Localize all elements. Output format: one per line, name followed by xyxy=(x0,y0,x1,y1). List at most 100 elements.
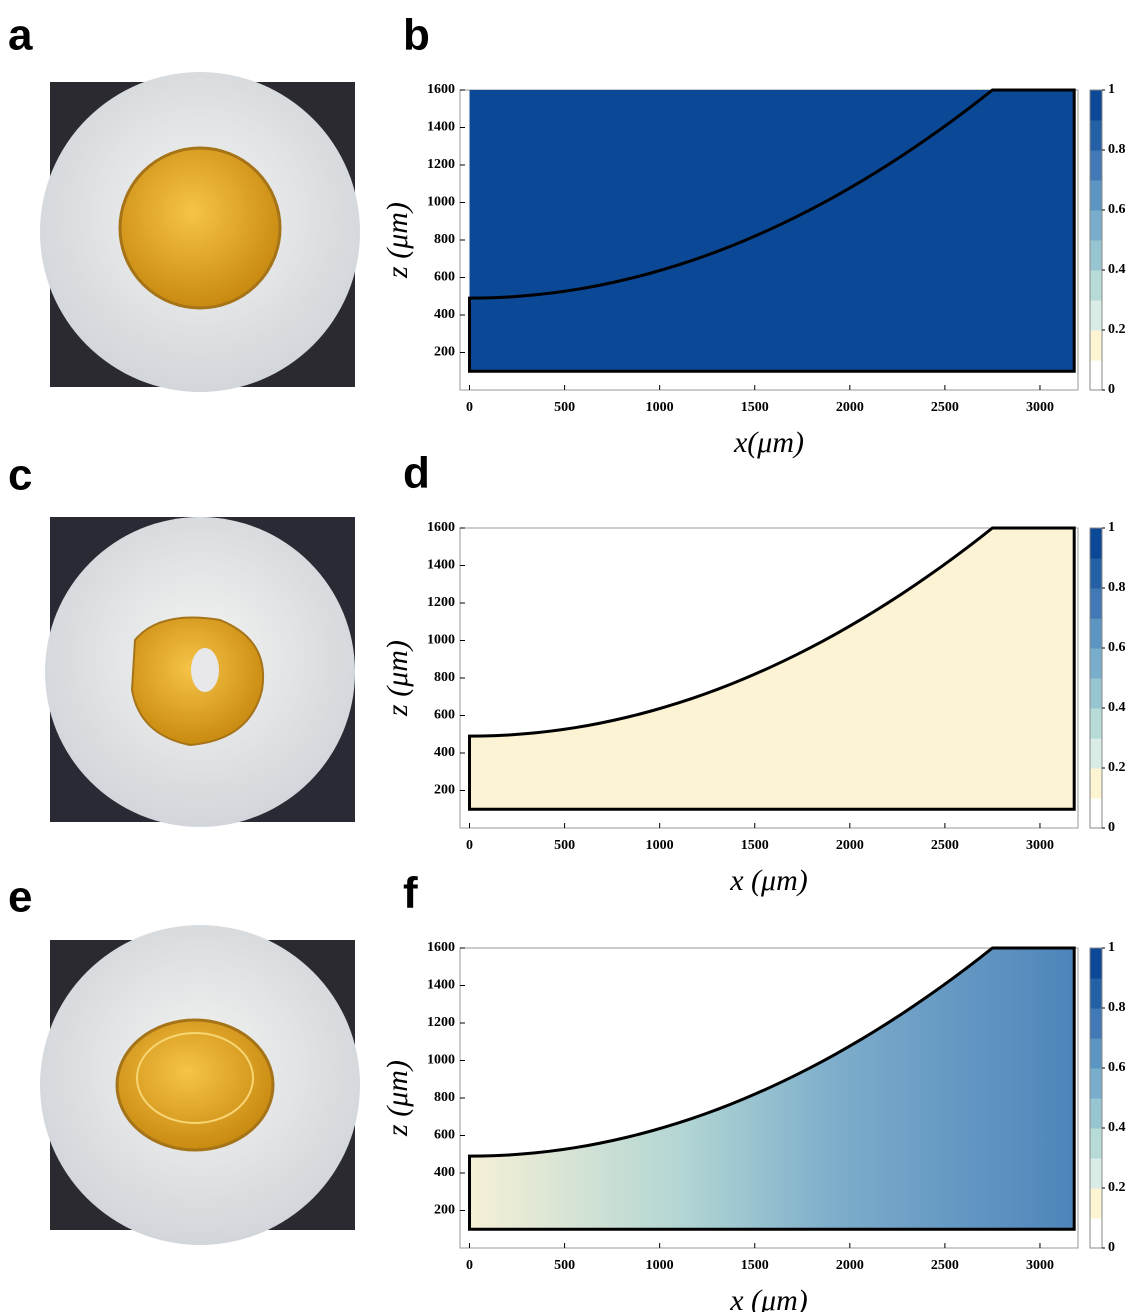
colorbar-tick-label: 0.6 xyxy=(1108,1060,1126,1075)
colorbar-swatch xyxy=(1090,1098,1102,1129)
colorbar-swatch xyxy=(1090,1008,1102,1039)
y-tick-label: 200 xyxy=(434,345,455,360)
photo-e xyxy=(40,925,360,1245)
colorbar-tick-label: 1 xyxy=(1108,520,1115,535)
colorbar-swatch xyxy=(1090,708,1102,739)
colorbar-swatch xyxy=(1090,558,1102,589)
y-tick-label: 200 xyxy=(434,1203,455,1218)
y-tick-label: 400 xyxy=(434,745,455,760)
x-tick-label: 500 xyxy=(554,1258,575,1273)
colorbar-tick-label: 0.4 xyxy=(1108,1120,1126,1135)
y-tick-label: 1200 xyxy=(427,595,455,610)
panel-letter: a xyxy=(8,11,33,60)
y-tick-label: 400 xyxy=(434,1165,455,1180)
colorbar-tick-label: 1 xyxy=(1108,82,1115,97)
colorbar-swatch xyxy=(1090,768,1102,799)
colorbar-swatch xyxy=(1090,798,1102,829)
y-tick-label: 1600 xyxy=(427,940,455,955)
y-tick-label: 1000 xyxy=(427,195,455,210)
y-axis-label: z (μm) xyxy=(381,640,414,717)
colorbar-swatch xyxy=(1090,678,1102,709)
colorbar-swatch xyxy=(1090,978,1102,1009)
figure: a c e b050010001500200025003000200400600… xyxy=(0,0,1129,1312)
colorbar-swatch xyxy=(1090,180,1102,211)
colorbar-tick-label: 0.8 xyxy=(1108,1000,1126,1015)
colorbar-tick-label: 0.6 xyxy=(1108,640,1126,655)
x-tick-label: 2500 xyxy=(931,838,959,853)
colorbar-swatch xyxy=(1090,1038,1102,1069)
colorbar-tick-label: 0.8 xyxy=(1108,580,1126,595)
colorbar-swatch xyxy=(1090,1158,1102,1189)
x-tick-label: 2000 xyxy=(836,400,864,415)
page: a c e b050010001500200025003000200400600… xyxy=(0,0,1129,1312)
y-tick-label: 1200 xyxy=(427,157,455,172)
colorbar-swatch xyxy=(1090,150,1102,181)
x-axis-label: x(μm) xyxy=(733,426,804,459)
y-tick-label: 200 xyxy=(434,783,455,798)
colorbar-swatch xyxy=(1090,270,1102,301)
x-tick-label: 1000 xyxy=(646,1258,674,1273)
y-tick-label: 800 xyxy=(434,232,455,247)
y-tick-label: 1200 xyxy=(427,1015,455,1030)
colorbar-tick-label: 0.6 xyxy=(1108,202,1126,217)
colorbar-swatch xyxy=(1090,210,1102,241)
panel-letter: c xyxy=(8,451,32,500)
panel-letter: e xyxy=(8,873,32,922)
panel-letter: b xyxy=(403,11,430,60)
y-tick-label: 800 xyxy=(434,670,455,685)
panel-letter: d xyxy=(403,449,430,498)
colorbar-tick-label: 0.2 xyxy=(1108,760,1126,775)
colorbar-swatch xyxy=(1090,300,1102,331)
colorbar-swatch xyxy=(1090,1128,1102,1159)
x-tick-label: 2000 xyxy=(836,838,864,853)
colorbar-swatch xyxy=(1090,1218,1102,1249)
colorbar-tick-label: 0 xyxy=(1108,382,1115,397)
x-tick-label: 2500 xyxy=(931,400,959,415)
colorbar-swatch xyxy=(1090,618,1102,649)
y-axis-label: z (μm) xyxy=(381,202,414,279)
x-tick-label: 0 xyxy=(466,1258,473,1273)
y-tick-label: 600 xyxy=(434,708,455,723)
field xyxy=(470,948,1075,1229)
colorbar-swatch xyxy=(1090,588,1102,619)
colorbar-tick-label: 0.4 xyxy=(1108,700,1126,715)
colorbar-swatch xyxy=(1090,528,1102,559)
x-axis-label: x (μm) xyxy=(729,864,808,897)
colorbar-tick-label: 0.4 xyxy=(1108,262,1126,277)
y-tick-label: 1600 xyxy=(427,520,455,535)
x-tick-label: 1000 xyxy=(646,838,674,853)
y-tick-label: 600 xyxy=(434,1128,455,1143)
x-axis-label: x (μm) xyxy=(729,1284,808,1312)
x-tick-label: 500 xyxy=(554,400,575,415)
x-tick-label: 3000 xyxy=(1026,400,1054,415)
y-tick-label: 600 xyxy=(434,270,455,285)
colorbar-swatch xyxy=(1090,90,1102,121)
colorbar-swatch xyxy=(1090,120,1102,151)
photo-c xyxy=(45,517,355,827)
y-tick-label: 1400 xyxy=(427,978,455,993)
colorbar-swatch xyxy=(1090,1188,1102,1219)
x-tick-label: 1500 xyxy=(741,400,769,415)
x-tick-label: 0 xyxy=(466,400,473,415)
y-tick-label: 1000 xyxy=(427,1053,455,1068)
panel-letter: f xyxy=(403,869,418,918)
y-tick-label: 1600 xyxy=(427,82,455,97)
colorbar-swatch xyxy=(1090,240,1102,271)
x-tick-label: 1500 xyxy=(741,838,769,853)
colorbar-tick-label: 1 xyxy=(1108,940,1115,955)
x-tick-label: 2500 xyxy=(931,1258,959,1273)
colorbar-tick-label: 0 xyxy=(1108,820,1115,835)
colorbar-tick-label: 0.8 xyxy=(1108,142,1126,157)
y-tick-label: 800 xyxy=(434,1090,455,1105)
colorbar-tick-label: 0.2 xyxy=(1108,322,1126,337)
y-tick-label: 1000 xyxy=(427,633,455,648)
x-tick-label: 0 xyxy=(466,838,473,853)
field xyxy=(470,90,1075,371)
x-tick-label: 1500 xyxy=(741,1258,769,1273)
colorbar-swatch xyxy=(1090,360,1102,391)
colorbar-tick-label: 0 xyxy=(1108,1240,1115,1255)
colorbar-swatch xyxy=(1090,948,1102,979)
x-tick-label: 3000 xyxy=(1026,1258,1054,1273)
y-tick-label: 400 xyxy=(434,307,455,322)
y-tick-label: 1400 xyxy=(427,120,455,135)
